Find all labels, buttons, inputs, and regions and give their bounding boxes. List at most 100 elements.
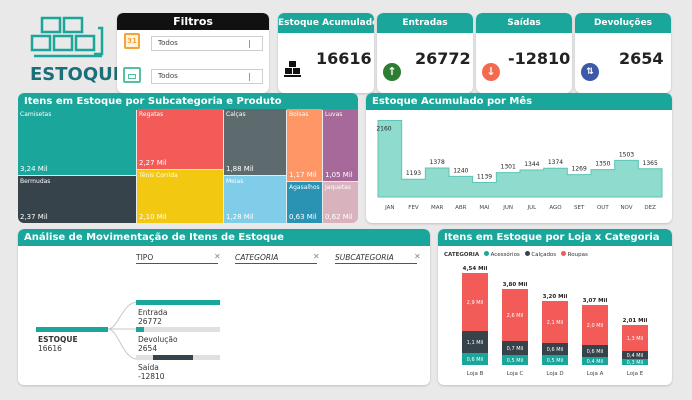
- bar-segment[interactable]: [582, 357, 608, 365]
- loja-panel: Itens em Estoque por Loja x Categoria CA…: [438, 229, 672, 385]
- segment-label: 0,5 Mil: [507, 358, 524, 364]
- treemap-cell-label: Jaquetas: [325, 184, 351, 191]
- kpi-entradas: Entradas ↑ 26772: [377, 13, 473, 93]
- total-label: 3,07 Mil: [583, 298, 608, 304]
- decomp-filter-tipo[interactable]: TIPO: [136, 253, 218, 264]
- decomp-title: Análise de Movimentação de Itens de Esto…: [18, 229, 430, 246]
- data-label: 1374: [548, 159, 563, 166]
- treemap-cell-value: 3,24 Mil: [20, 165, 48, 173]
- decomp-node-value: -12810: [138, 372, 165, 381]
- decomp-node-value: 2654: [138, 344, 158, 353]
- decomp-bar-track: [136, 355, 220, 360]
- close-icon[interactable]: ✕: [414, 252, 421, 261]
- x-tick-label: NOV: [620, 205, 632, 211]
- treemap-cell-label: Regatas: [139, 111, 164, 118]
- legend-dot: [560, 251, 566, 256]
- bar-segment[interactable]: [582, 345, 608, 357]
- treemap-cell[interactable]: Regatas 2,27 Mil: [137, 109, 223, 169]
- segment-label: 0,4 Mil: [587, 359, 604, 365]
- bar-segment[interactable]: [622, 359, 648, 365]
- bar-segment[interactable]: [462, 353, 488, 365]
- bar-segment[interactable]: [582, 305, 608, 345]
- treemap-cell[interactable]: Tênis Corrida 2,10 Mil: [137, 170, 223, 223]
- bar-segment[interactable]: [502, 289, 528, 341]
- data-label: 1193: [406, 170, 421, 177]
- segment-label: 0,5 Mil: [547, 358, 564, 364]
- bar-segment[interactable]: [542, 343, 568, 355]
- data-label: 1240: [453, 167, 468, 174]
- close-icon[interactable]: ✕: [214, 252, 221, 261]
- decomp-filter-categoria[interactable]: CATEGORIA: [235, 253, 317, 264]
- treemap-cell-value: 2,37 Mil: [20, 213, 48, 221]
- treemap-cell[interactable]: Calças 1,88 Mil: [224, 109, 286, 175]
- treemap-cell[interactable]: Agasalhos 0,63 Mil: [287, 182, 322, 223]
- store-icon: [123, 67, 141, 83]
- bar-segment[interactable]: [622, 351, 648, 359]
- decomp-node-label[interactable]: Saída: [138, 363, 159, 372]
- x-tick-label: JAN: [384, 205, 394, 211]
- date-filter-select[interactable]: Todos: [151, 36, 263, 51]
- monthly-area-chart: 2160 JAN 1193 FEV 1378 MAR 1240 ABR 1139 MAI 1301 J…: [376, 119, 663, 211]
- kpi-value: 26772: [415, 49, 471, 68]
- bar-segment[interactable]: [542, 301, 568, 343]
- decomp-node-label[interactable]: Devolução: [138, 335, 178, 344]
- kpi-devolucoes: Devoluções ⇅ 2654: [575, 13, 671, 93]
- treemap-cell[interactable]: Luvas 1,05 Mil: [323, 109, 358, 181]
- monthly-title: Estoque Acumulado por Mês: [366, 93, 672, 110]
- decomp-node-label[interactable]: Entrada: [138, 308, 168, 317]
- x-tick-label: DEZ: [644, 205, 656, 211]
- segment-label: 0,6 Mil: [547, 347, 564, 353]
- bar-segment[interactable]: [542, 355, 568, 365]
- total-label: 3,80 Mil: [503, 282, 528, 288]
- data-label: 1365: [643, 160, 658, 167]
- bar-segment[interactable]: [502, 341, 528, 355]
- data-label: 1503: [619, 151, 634, 158]
- treemap-cell[interactable]: Meias 1,28 Mil: [224, 176, 286, 223]
- close-icon[interactable]: ✕: [313, 252, 320, 261]
- x-tick-label: MAR: [431, 205, 444, 211]
- treemap-cell-label: Bolsas: [289, 111, 309, 118]
- bar-segment[interactable]: [622, 325, 648, 351]
- x-tick-label: AGO: [549, 205, 562, 211]
- treemap-cell-label: Agasalhos: [289, 184, 320, 191]
- kpi-value: 2654: [619, 49, 664, 68]
- bar-segment[interactable]: [502, 355, 528, 365]
- store-filter-select[interactable]: Todos: [151, 69, 263, 84]
- treemap-cell-label: Tênis Corrida: [139, 172, 178, 179]
- legend-title: CATEGORIA: [444, 252, 480, 258]
- x-tick-label: FEV: [408, 205, 419, 211]
- swap-icon: ⇅: [581, 63, 599, 81]
- legend-dot: [483, 251, 489, 256]
- segment-label: 0,6 Mil: [467, 357, 484, 363]
- treemap-cell-value: 0,62 Mil: [325, 213, 353, 221]
- warehouse-icon: [30, 16, 104, 58]
- arrow-up-icon: ↑: [383, 63, 401, 81]
- decomp-node-value: 26772: [138, 317, 162, 326]
- treemap-cell[interactable]: Camisetas 3,24 Mil: [18, 109, 136, 175]
- treemap-panel: Itens em Estoque por Subcategoria e Prod…: [18, 93, 358, 223]
- treemap-cell[interactable]: Bermudas 2,37 Mil: [18, 176, 136, 223]
- store-filter-value: Todos: [158, 72, 178, 80]
- x-tick-label: SET: [574, 205, 585, 211]
- legend-item: Roupas: [567, 252, 588, 258]
- area-series: [377, 119, 663, 198]
- decomp-filter-subcategoria[interactable]: SUBCATEGORIA: [335, 253, 417, 264]
- kpi-title: Saídas: [476, 13, 572, 33]
- total-label: 3,20 Mil: [543, 294, 568, 300]
- data-label: 1378: [430, 159, 445, 166]
- x-tick-label: Loja E: [627, 371, 644, 377]
- x-tick-label: Loja B: [467, 371, 484, 377]
- kpi-title: Entradas: [377, 13, 473, 33]
- treemap-cell[interactable]: Bolsas 1,17 Mil: [287, 109, 322, 181]
- bar-segment[interactable]: [462, 273, 488, 331]
- legend-item: Acessórios: [490, 252, 520, 258]
- bar-segment[interactable]: [462, 331, 488, 353]
- decomp-root-label[interactable]: ESTOQUE: [38, 335, 78, 344]
- treemap-cell[interactable]: Jaquetas 0,62 Mil: [323, 182, 358, 223]
- treemap-cell-value: 1,28 Mil: [226, 213, 254, 221]
- treemap-cell-value: 0,63 Mil: [289, 213, 317, 221]
- kpi-value: 16616: [316, 49, 372, 68]
- arrow-down-icon: ↓: [482, 63, 500, 81]
- treemap-cell-label: Meias: [226, 178, 244, 185]
- total-label: 2,01 Mil: [623, 318, 648, 324]
